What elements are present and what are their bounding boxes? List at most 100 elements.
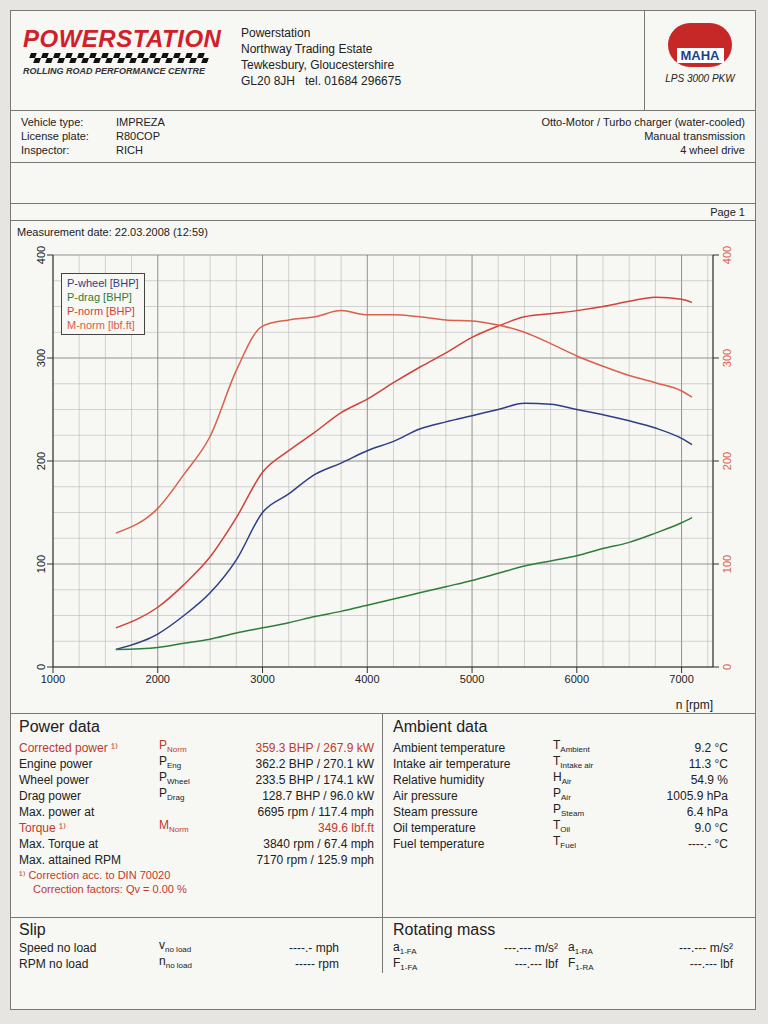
svg-text:3000: 3000 xyxy=(250,673,274,685)
html-text:6695 rpm / 117.4 mph: 6695 rpm / 117.4 mph xyxy=(257,805,374,819)
html-text:349.6 lbf.ft: 349.6 lbf.ft xyxy=(318,821,374,835)
html-text:RPM no load: RPM no load xyxy=(19,957,89,971)
html-text:---.--- lbf: ---.--- lbf xyxy=(689,957,733,971)
html-text:TOil: TOil xyxy=(553,818,571,835)
html-text:¹⁾ Correction acc. to DIN 7002: ¹⁾ Correction acc. to DIN 70020 xyxy=(19,869,171,881)
html-text:1005.9 hPa: 1005.9 hPa xyxy=(666,789,728,803)
html-text:Steam pressure: Steam pressure xyxy=(393,805,478,819)
svg-text:100: 100 xyxy=(721,555,733,573)
html-text:359.3 BHP / 267.9 kW: 359.3 BHP / 267.9 kW xyxy=(255,741,374,755)
svg-text:200: 200 xyxy=(721,452,733,470)
html-text:a1-RA: a1-RA xyxy=(568,939,593,957)
html-text:Manual transmission: Manual transmission xyxy=(644,130,745,142)
html-text:M-norm [lbf.ft]: M-norm [lbf.ft] xyxy=(67,319,135,331)
html-text:a1-FA: a1-FA xyxy=(393,939,417,957)
html-text:TFuel: TFuel xyxy=(553,834,576,851)
svg-text:200: 200 xyxy=(35,452,47,470)
html-text:PAir: PAir xyxy=(553,786,571,803)
svg-text:100: 100 xyxy=(35,555,47,573)
html-text:Ambient temperature: Ambient temperature xyxy=(393,741,506,755)
html-text:PNorm: PNorm xyxy=(159,738,187,755)
html-text:4 wheel drive: 4 wheel drive xyxy=(680,144,745,156)
html-text:9.2 °C: 9.2 °C xyxy=(694,741,728,755)
html-text:PEng: PEng xyxy=(159,754,182,771)
html-text:---.--- m/s²: ---.--- m/s² xyxy=(504,941,558,955)
html-text:Page 1: Page 1 xyxy=(710,206,745,218)
html-text:Max. attained RPM: Max. attained RPM xyxy=(19,853,121,867)
html-text:PSteam: PSteam xyxy=(553,802,585,819)
html-text:GL20 8JH tel. 01684 296675: GL20 8JH tel. 01684 296675 xyxy=(241,74,402,88)
html-text:Engine power: Engine power xyxy=(19,757,93,771)
html-text:Fuel temperature: Fuel temperature xyxy=(393,837,485,851)
html-text:F1-FA: F1-FA xyxy=(393,955,418,973)
html-text:----.- mph: ----.- mph xyxy=(289,941,339,955)
svg-text:300: 300 xyxy=(35,349,47,367)
html-text:54.9 %: 54.9 % xyxy=(690,773,728,787)
svg-text:0: 0 xyxy=(35,664,47,670)
html-text:Wheel power: Wheel power xyxy=(19,773,89,787)
html-text:----.- °C: ----.- °C xyxy=(687,837,728,851)
html-text:Slip: Slip xyxy=(19,921,46,938)
html-text:Ambient data: Ambient data xyxy=(393,718,488,735)
html-text:TAmbient: TAmbient xyxy=(553,738,590,755)
html-text:362.2 BHP / 270.1 kW: 362.2 BHP / 270.1 kW xyxy=(255,757,374,771)
svg-text:400: 400 xyxy=(721,246,733,264)
svg-text:6000: 6000 xyxy=(565,673,589,685)
svg-text:0: 0 xyxy=(721,664,733,670)
html-text:Tewkesbury, Gloucestershire: Tewkesbury, Gloucestershire xyxy=(241,58,395,72)
html-text:nno load: nno load xyxy=(159,954,192,971)
html-text:TIntake air: TIntake air xyxy=(553,754,594,771)
html-text:License plate:: License plate: xyxy=(21,130,89,142)
html-text:Oil temperature: Oil temperature xyxy=(393,821,476,835)
html-text:F1-RA: F1-RA xyxy=(568,955,594,973)
html-text:vno load: vno load xyxy=(159,938,192,955)
html-text:MAHA: MAHA xyxy=(680,48,720,63)
html-text:Corrected power ¹⁾: Corrected power ¹⁾ xyxy=(19,741,118,755)
html-text:P-norm [BHP]: P-norm [BHP] xyxy=(67,305,135,317)
html-text:Drag power: Drag power xyxy=(19,789,81,803)
html-text:Inspector:: Inspector: xyxy=(21,144,70,156)
svg-text:1000: 1000 xyxy=(41,673,65,685)
html-text:P-wheel [BHP]: P-wheel [BHP] xyxy=(67,277,139,289)
html-text:Max. power at: Max. power at xyxy=(19,805,95,819)
html-text:Otto-Motor / Turbo charger (wa: Otto-Motor / Turbo charger (water-cooled… xyxy=(541,116,745,128)
html-text:IMPREZA: IMPREZA xyxy=(116,116,165,128)
svg-text:n [rpm]: n [rpm] xyxy=(676,698,713,712)
html-text:P-drag [BHP]: P-drag [BHP] xyxy=(67,291,132,303)
html-text:Max. Torque at: Max. Torque at xyxy=(19,837,99,851)
html-text:PDrag: PDrag xyxy=(159,786,185,803)
html-text:HAir: HAir xyxy=(553,770,572,787)
html-text:6.4 hPa: 6.4 hPa xyxy=(686,805,728,819)
html-text:Vehicle type:: Vehicle type: xyxy=(21,116,84,128)
html-text:Torque ¹⁾: Torque ¹⁾ xyxy=(19,821,66,835)
html-text:Rotating mass: Rotating mass xyxy=(393,921,496,938)
html-text:----- rpm: ----- rpm xyxy=(295,957,339,971)
html-text:7170 rpm / 125.9 mph: 7170 rpm / 125.9 mph xyxy=(256,853,374,867)
html-text:Measurement date: 22.03.2008 (: Measurement date: 22.03.2008 (12:59) xyxy=(17,226,208,238)
svg-text:7000: 7000 xyxy=(669,673,693,685)
html-text:Power data: Power data xyxy=(19,718,100,735)
svg-text:4000: 4000 xyxy=(355,673,379,685)
html-text:Air pressure: Air pressure xyxy=(393,789,458,803)
html-text:233.5 BHP / 174.1 kW: 233.5 BHP / 174.1 kW xyxy=(255,773,374,787)
html-text:POWERSTATION: POWERSTATION xyxy=(23,25,222,52)
html-text:Powerstation: Powerstation xyxy=(241,26,311,40)
svg-text:5000: 5000 xyxy=(460,673,484,685)
svg-text:300: 300 xyxy=(721,349,733,367)
svg-text:2000: 2000 xyxy=(146,673,170,685)
html-text:MNorm: MNorm xyxy=(159,818,189,835)
html-text:Relative humidity: Relative humidity xyxy=(393,773,485,787)
html-text:11.3 °C: 11.3 °C xyxy=(688,757,728,771)
html-text:---.--- lbf: ---.--- lbf xyxy=(514,957,558,971)
html-text:Northway Trading Estate: Northway Trading Estate xyxy=(241,42,373,56)
html-text:Speed no load: Speed no load xyxy=(19,941,97,955)
svg-text:400: 400 xyxy=(35,246,47,264)
html-text:9.0 °C: 9.0 °C xyxy=(694,821,728,835)
html-text:PWheel: PWheel xyxy=(159,770,190,787)
html-text:---.--- m/s²: ---.--- m/s² xyxy=(679,941,733,955)
html-text:Intake air temperature: Intake air temperature xyxy=(393,757,511,771)
html-text:3840 rpm / 67.4 mph: 3840 rpm / 67.4 mph xyxy=(263,837,374,851)
html-text:RICH: RICH xyxy=(116,144,143,156)
html-text:128.7 BHP / 96.0 kW: 128.7 BHP / 96.0 kW xyxy=(262,789,374,803)
html-text:R80COP: R80COP xyxy=(116,130,160,142)
